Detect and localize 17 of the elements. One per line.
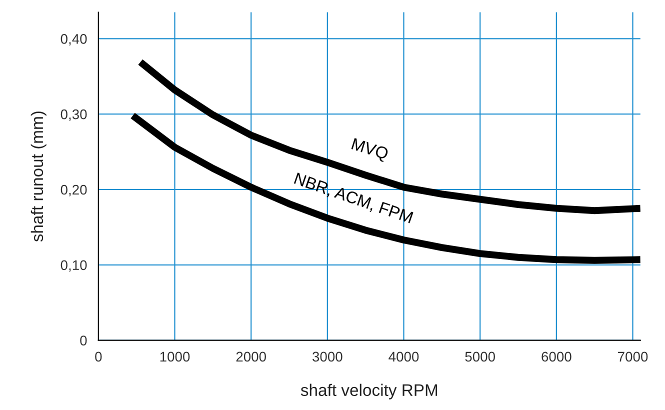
y-tick-label: 0,20	[60, 184, 87, 196]
x-tick-label: 4000	[388, 352, 419, 362]
x-tick-label: 1000	[160, 352, 190, 362]
x-tick-label: 6000	[542, 352, 572, 362]
x-tick-label: 7000	[618, 352, 648, 362]
y-axis-title: shaft runout (mm)	[30, 112, 46, 242]
x-tick-label: 5000	[465, 352, 495, 362]
annotation: MVQ	[350, 138, 389, 163]
y-tick-label: 0,40	[60, 34, 87, 46]
x-tick-label: 0	[95, 352, 102, 362]
y-tick-label: 0,10	[60, 260, 87, 272]
x-tick-label: 3000	[312, 352, 342, 362]
y-tick-label: 0,30	[60, 109, 87, 121]
x-tick-label: 2000	[236, 352, 266, 362]
x-axis-title: shaft velocity RPM	[300, 384, 438, 400]
annotation: NBR, ACM, FPM	[293, 172, 414, 226]
y-tick-label: 0	[80, 336, 87, 346]
